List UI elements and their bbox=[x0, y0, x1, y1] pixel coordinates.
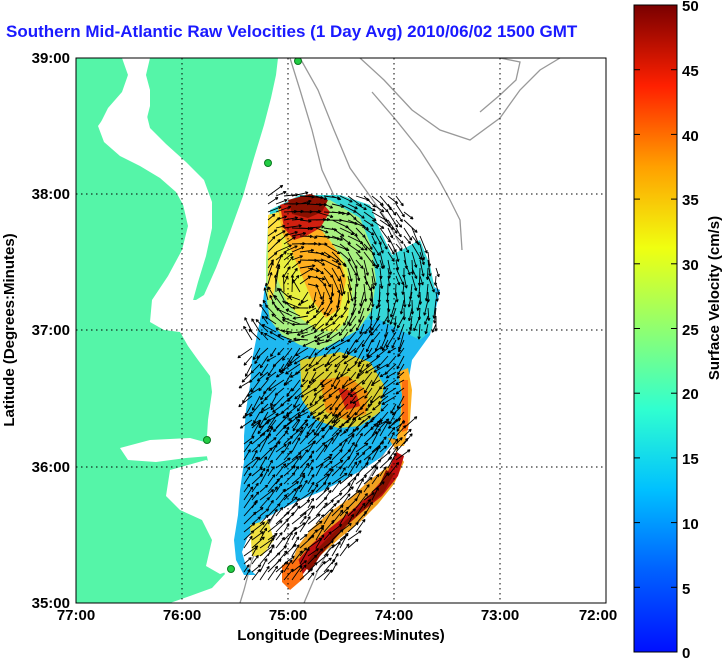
albemarle-sound bbox=[120, 438, 212, 462]
velocity-arrows bbox=[237, 184, 441, 581]
station-marker bbox=[264, 159, 272, 167]
radar-stations bbox=[203, 58, 302, 573]
colorbar-tick-label: 35 bbox=[682, 192, 699, 209]
colorbar-tick-label: 5 bbox=[682, 581, 690, 598]
x-tick-label: 72:00 bbox=[579, 607, 617, 624]
y-tick-label: 35:00 bbox=[32, 595, 70, 612]
y-axis: 39:00 38:00 37:00 36:00 35:00 Latitude (… bbox=[1, 50, 70, 612]
velocity-arrow-set bbox=[237, 184, 441, 581]
x-tick-label: 75:00 bbox=[269, 607, 307, 624]
y-tick-label: 39:00 bbox=[32, 50, 70, 67]
colorbar: 50 45 40 35 30 25 20 15 10 5 0 Surface V… bbox=[633, 0, 723, 659]
colorbar-scale bbox=[633, 4, 678, 653]
pamlico-sound bbox=[166, 460, 244, 574]
colorbar-tick-label: 30 bbox=[682, 257, 699, 274]
y-tick-label: 38:00 bbox=[32, 186, 70, 203]
x-tick-label: 77:00 bbox=[57, 607, 95, 624]
colorbar-tick-label: 45 bbox=[682, 63, 699, 80]
x-tick-label: 74:00 bbox=[375, 607, 413, 624]
x-axis: 77:00 76:00 75:00 74:00 73:00 72:00 Long… bbox=[57, 607, 617, 644]
colorbar-tick-label: 25 bbox=[682, 322, 699, 339]
x-tick-label: 76:00 bbox=[163, 607, 201, 624]
y-axis-label: Latitude (Degrees:Minutes) bbox=[1, 233, 18, 426]
y-tick-label: 37:00 bbox=[32, 322, 70, 339]
colorbar-label: Surface Velocity (cm/s) bbox=[706, 216, 723, 380]
colorbar-tick-label: 20 bbox=[682, 386, 699, 403]
colorbar-tick-label: 0 bbox=[682, 645, 690, 659]
station-marker bbox=[227, 565, 235, 573]
map-title: Southern Mid-Atlantic Raw Velocities (1 … bbox=[6, 22, 578, 41]
x-tick-label: 73:00 bbox=[481, 607, 519, 624]
colorbar-tick-label: 10 bbox=[682, 516, 699, 533]
plot-frame bbox=[75, 57, 607, 604]
colorbar-tick-label: 15 bbox=[682, 451, 699, 468]
colorbar-tick-label: 40 bbox=[682, 128, 699, 145]
station-marker bbox=[294, 58, 302, 65]
colorbar-tick-label: 50 bbox=[682, 0, 699, 15]
station-marker bbox=[203, 436, 211, 444]
x-axis-label: Longitude (Degrees:Minutes) bbox=[237, 627, 445, 644]
land-delmarva bbox=[146, 58, 278, 300]
y-tick-label: 36:00 bbox=[32, 459, 70, 476]
grid-lines bbox=[76, 58, 606, 603]
chesapeake-bay bbox=[98, 75, 212, 324]
